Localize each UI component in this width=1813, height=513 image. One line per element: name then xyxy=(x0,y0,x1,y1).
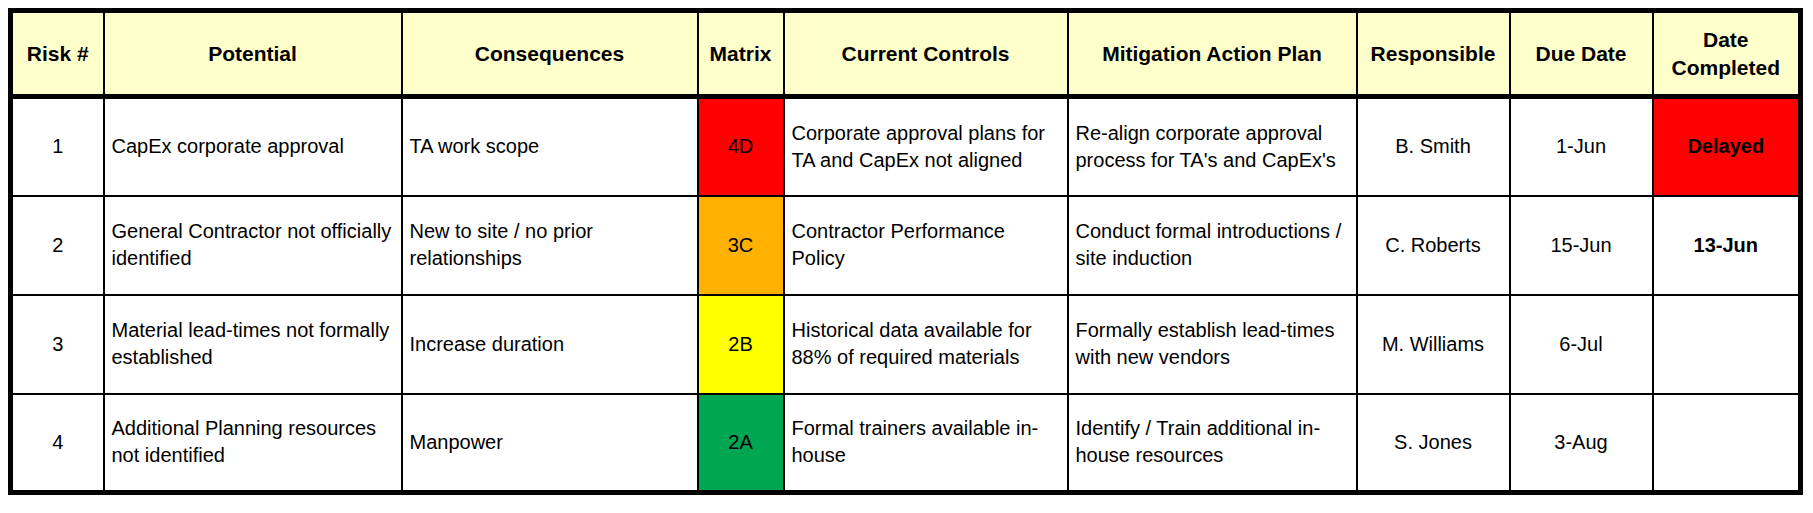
cell-potential[interactable]: Additional Planning resources not identi… xyxy=(104,394,402,493)
cell-mitigation-action-plan[interactable]: Conduct formal introductions / site indu… xyxy=(1068,196,1357,295)
cell-matrix-rating[interactable]: 2A xyxy=(698,394,784,493)
risk-register-page: Risk # Potential Consequences Matrix Cur… xyxy=(0,0,1813,513)
column-header-mitigation-action-plan[interactable]: Mitigation Action Plan xyxy=(1068,11,1357,97)
cell-risk-number[interactable]: 2 xyxy=(11,196,104,295)
cell-consequences[interactable]: TA work scope xyxy=(402,97,698,196)
cell-matrix-rating[interactable]: 3C xyxy=(698,196,784,295)
cell-date-completed-status[interactable] xyxy=(1653,295,1801,394)
risk-register-table: Risk # Potential Consequences Matrix Cur… xyxy=(8,8,1803,495)
cell-current-controls[interactable]: Formal trainers available in-house xyxy=(784,394,1068,493)
cell-mitigation-action-plan[interactable]: Re-align corporate approval process for … xyxy=(1068,97,1357,196)
cell-potential[interactable]: General Contractor not officially identi… xyxy=(104,196,402,295)
cell-due-date[interactable]: 1-Jun xyxy=(1510,97,1653,196)
table-row: 1 CapEx corporate approval TA work scope… xyxy=(11,97,1801,196)
cell-due-date[interactable]: 6-Jul xyxy=(1510,295,1653,394)
cell-date-completed-status[interactable]: 13-Jun xyxy=(1653,196,1801,295)
cell-due-date[interactable]: 3-Aug xyxy=(1510,394,1653,493)
cell-consequences[interactable]: New to site / no prior relationships xyxy=(402,196,698,295)
column-header-matrix[interactable]: Matrix xyxy=(698,11,784,97)
column-header-consequences[interactable]: Consequences xyxy=(402,11,698,97)
cell-matrix-rating[interactable]: 2B xyxy=(698,295,784,394)
cell-date-completed-status[interactable]: Delayed xyxy=(1653,97,1801,196)
cell-potential[interactable]: CapEx corporate approval xyxy=(104,97,402,196)
cell-risk-number[interactable]: 3 xyxy=(11,295,104,394)
cell-current-controls[interactable]: Historical data available for 88% of req… xyxy=(784,295,1068,394)
table-header-row: Risk # Potential Consequences Matrix Cur… xyxy=(11,11,1801,97)
column-header-risk-number[interactable]: Risk # xyxy=(11,11,104,97)
cell-mitigation-action-plan[interactable]: Formally establish lead-times with new v… xyxy=(1068,295,1357,394)
cell-responsible[interactable]: C. Roberts xyxy=(1357,196,1510,295)
column-header-date-completed[interactable]: Date Completed xyxy=(1653,11,1801,97)
cell-risk-number[interactable]: 1 xyxy=(11,97,104,196)
cell-responsible[interactable]: B. Smith xyxy=(1357,97,1510,196)
cell-mitigation-action-plan[interactable]: Identify / Train additional in-house res… xyxy=(1068,394,1357,493)
column-header-responsible[interactable]: Responsible xyxy=(1357,11,1510,97)
cell-risk-number[interactable]: 4 xyxy=(11,394,104,493)
table-row: 2 General Contractor not officially iden… xyxy=(11,196,1801,295)
column-header-due-date[interactable]: Due Date xyxy=(1510,11,1653,97)
cell-due-date[interactable]: 15-Jun xyxy=(1510,196,1653,295)
column-header-current-controls[interactable]: Current Controls xyxy=(784,11,1068,97)
table-row: 4 Additional Planning resources not iden… xyxy=(11,394,1801,493)
cell-current-controls[interactable]: Corporate approval plans for TA and CapE… xyxy=(784,97,1068,196)
table-row: 3 Material lead-times not formally estab… xyxy=(11,295,1801,394)
cell-potential[interactable]: Material lead-times not formally establi… xyxy=(104,295,402,394)
cell-responsible[interactable]: S. Jones xyxy=(1357,394,1510,493)
cell-consequences[interactable]: Manpower xyxy=(402,394,698,493)
cell-current-controls[interactable]: Contractor Performance Policy xyxy=(784,196,1068,295)
cell-matrix-rating[interactable]: 4D xyxy=(698,97,784,196)
cell-date-completed-status[interactable] xyxy=(1653,394,1801,493)
column-header-potential[interactable]: Potential xyxy=(104,11,402,97)
cell-consequences[interactable]: Increase duration xyxy=(402,295,698,394)
cell-responsible[interactable]: M. Williams xyxy=(1357,295,1510,394)
